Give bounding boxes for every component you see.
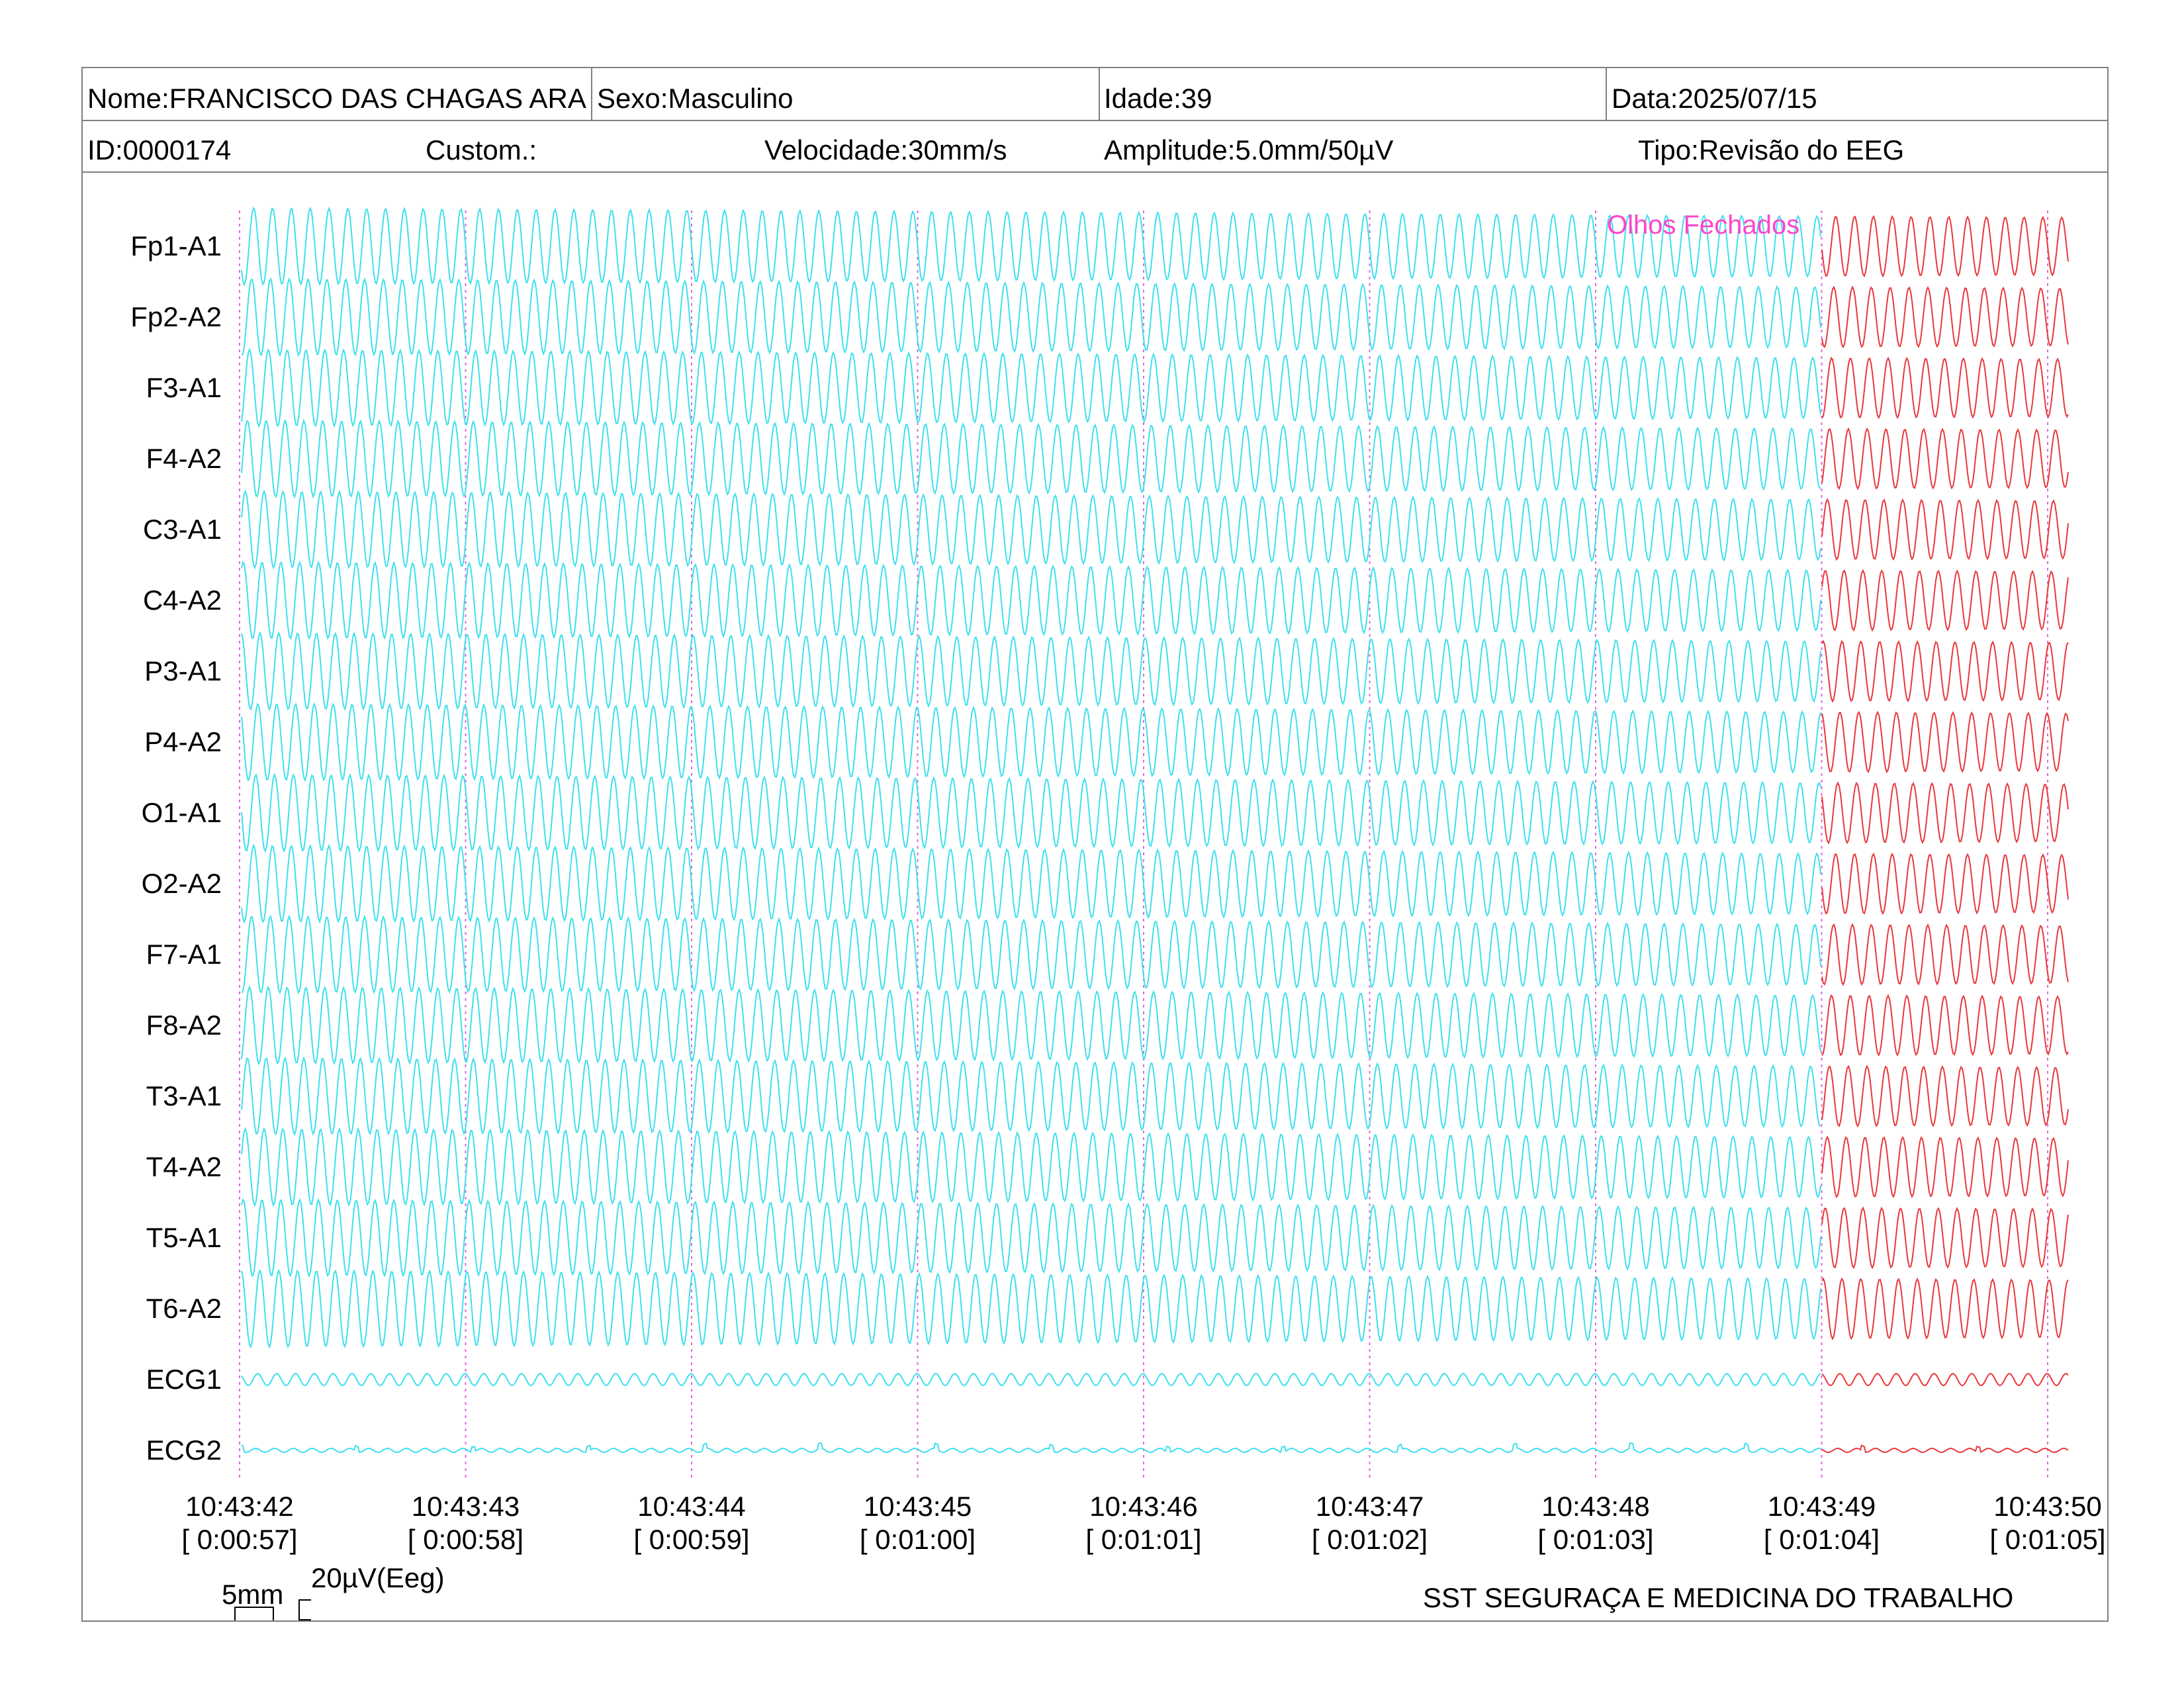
header-col-divider — [1606, 67, 1607, 120]
time-tick-elapsed: [ 0:01:04] — [1764, 1524, 1880, 1555]
trace-closed-ecg2 — [1821, 1444, 2069, 1454]
time-tick-clock: 10:43:46 — [1089, 1491, 1198, 1522]
patient-age: Idade:39 — [1104, 83, 1212, 114]
trace-t5-a1 — [241, 1197, 1821, 1278]
trace-closed-p4-a2 — [1821, 710, 2069, 774]
trace-p4-a2 — [241, 702, 1821, 782]
trace-closed-f3-a1 — [1821, 356, 2069, 420]
trace-closed-ecg1 — [1821, 1372, 2069, 1387]
trace-fp2-a2 — [241, 277, 1821, 357]
trace-t4-a2 — [241, 1127, 1821, 1207]
time-scale-label: 5mm — [222, 1579, 284, 1610]
time-tick-clock: 10:43:42 — [185, 1491, 294, 1522]
channel-label: F4-A2 — [146, 443, 222, 474]
channel-label: P3-A1 — [144, 655, 222, 686]
trace-fp1-a1 — [241, 206, 1821, 287]
trace-ecg2 — [241, 1442, 1821, 1454]
channel-label: F3-A1 — [146, 372, 222, 403]
channel-label: C3-A1 — [143, 514, 222, 545]
time-tick-clock: 10:43:44 — [637, 1491, 746, 1522]
exam-date: Data:2025/07/15 — [1612, 83, 1817, 114]
trace-t6-a2 — [241, 1268, 1821, 1349]
trace-closed-f8-a2 — [1821, 994, 2069, 1057]
time-tick-elapsed: [ 0:00:57] — [181, 1524, 297, 1555]
report-frame — [81, 67, 2109, 1622]
channel-label: Fp2-A2 — [130, 301, 222, 332]
trace-closed-fp2-a2 — [1821, 285, 2069, 349]
channel-label: C4-A2 — [143, 585, 222, 616]
trace-t3-a1 — [241, 1056, 1821, 1137]
patient-id: ID:0000174 — [87, 134, 232, 165]
trace-f8-a2 — [241, 985, 1821, 1066]
header-col-divider — [1099, 67, 1100, 120]
trace-closed-t3-a1 — [1821, 1064, 2069, 1128]
channel-label: Fp1-A1 — [130, 230, 222, 261]
trace-closed-o1-a1 — [1821, 781, 2069, 845]
time-tick-clock: 10:43:49 — [1768, 1491, 1876, 1522]
time-tick-clock: 10:43:45 — [864, 1491, 972, 1522]
trace-o2-a2 — [241, 843, 1821, 924]
trace-o1-a1 — [241, 773, 1821, 853]
eyes-closed-annotation: Olhos Fechados — [1607, 211, 1800, 240]
channel-label: F8-A2 — [146, 1009, 222, 1041]
time-tick-elapsed: [ 0:01:01] — [1085, 1524, 1201, 1555]
exam-type: Tipo:Revisão do EEG — [1638, 134, 1905, 165]
channel-label: ECG1 — [146, 1364, 222, 1395]
trace-closed-t6-a2 — [1821, 1277, 2069, 1340]
time-tick-elapsed: [ 0:01:02] — [1312, 1524, 1428, 1555]
header-divider-2 — [81, 171, 2109, 173]
time-tick-elapsed: [ 0:01:05] — [1989, 1524, 2105, 1555]
trace-closed-f4-a2 — [1821, 427, 2069, 491]
channel-label: T5-A1 — [146, 1222, 222, 1253]
trace-closed-f7-a1 — [1821, 923, 2069, 986]
time-tick-elapsed: [ 0:00:58] — [408, 1524, 523, 1555]
trace-p3-a1 — [241, 631, 1821, 712]
channel-label: P4-A2 — [144, 726, 222, 757]
amplitude-scale-label: 20µV(Eeg) — [311, 1562, 445, 1593]
amplitude-setting: Amplitude:5.0mm/50µV — [1104, 134, 1394, 165]
channel-label: O2-A2 — [142, 868, 222, 899]
trace-closed-fp1-a1 — [1821, 214, 2069, 278]
time-tick-elapsed: [ 0:00:59] — [633, 1524, 749, 1555]
trace-ecg1 — [241, 1372, 1821, 1387]
channel-label: ECG2 — [146, 1434, 222, 1466]
custom-field: Custom.: — [426, 134, 537, 165]
trace-closed-c4-a2 — [1821, 569, 2069, 632]
trace-closed-t5-a1 — [1821, 1206, 2069, 1270]
trace-f7-a1 — [241, 914, 1821, 995]
speed-setting: Velocidade:30mm/s — [764, 134, 1007, 165]
channel-label: F7-A1 — [146, 939, 222, 970]
header-divider-1 — [81, 120, 2109, 121]
clinic-name: SST SEGURAÇA E MEDICINA DO TRABALHO — [1423, 1582, 2014, 1613]
trace-closed-p3-a1 — [1821, 639, 2069, 703]
channel-label: T6-A2 — [146, 1293, 222, 1324]
trace-closed-c3-a1 — [1821, 498, 2069, 561]
patient-sex: Sexo:Masculino — [597, 83, 794, 114]
time-tick-elapsed: [ 0:01:03] — [1537, 1524, 1653, 1555]
trace-f4-a2 — [241, 418, 1821, 499]
time-tick-clock: 10:43:43 — [412, 1491, 520, 1522]
channel-label: T4-A2 — [146, 1151, 222, 1182]
trace-closed-t4-a2 — [1821, 1135, 2069, 1199]
time-tick-clock: 10:43:47 — [1316, 1491, 1424, 1522]
time-tick-elapsed: [ 0:01:00] — [860, 1524, 976, 1555]
time-tick-clock: 10:43:50 — [1993, 1491, 2102, 1522]
channel-label: T3-A1 — [146, 1080, 222, 1111]
time-tick-clock: 10:43:48 — [1541, 1491, 1650, 1522]
channel-label: O1-A1 — [142, 797, 222, 828]
trace-c3-a1 — [241, 489, 1821, 570]
header-col-divider — [591, 67, 592, 120]
trace-f3-a1 — [241, 348, 1821, 428]
patient-name: Nome:FRANCISCO DAS CHAGAS ARA — [87, 83, 586, 114]
trace-closed-o2-a2 — [1821, 852, 2069, 915]
scale-bar-icon — [234, 1599, 311, 1620]
trace-c4-a2 — [241, 560, 1821, 641]
